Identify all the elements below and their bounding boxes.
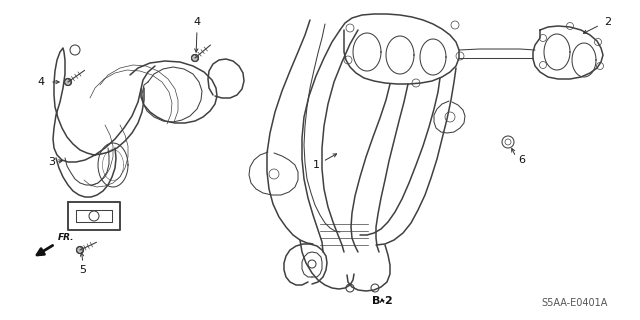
- Text: 1: 1: [313, 154, 337, 170]
- Circle shape: [191, 54, 198, 61]
- Text: 2: 2: [604, 17, 611, 27]
- Text: 6: 6: [518, 155, 525, 165]
- Text: B-2: B-2: [372, 296, 392, 306]
- Circle shape: [77, 246, 83, 253]
- Text: S5AA-E0401A: S5AA-E0401A: [542, 298, 608, 308]
- Text: 4: 4: [38, 77, 45, 87]
- Circle shape: [65, 78, 72, 85]
- Text: 3: 3: [48, 157, 55, 167]
- Text: 4: 4: [193, 17, 200, 27]
- Text: 5: 5: [79, 265, 86, 275]
- Text: FR.: FR.: [58, 233, 74, 242]
